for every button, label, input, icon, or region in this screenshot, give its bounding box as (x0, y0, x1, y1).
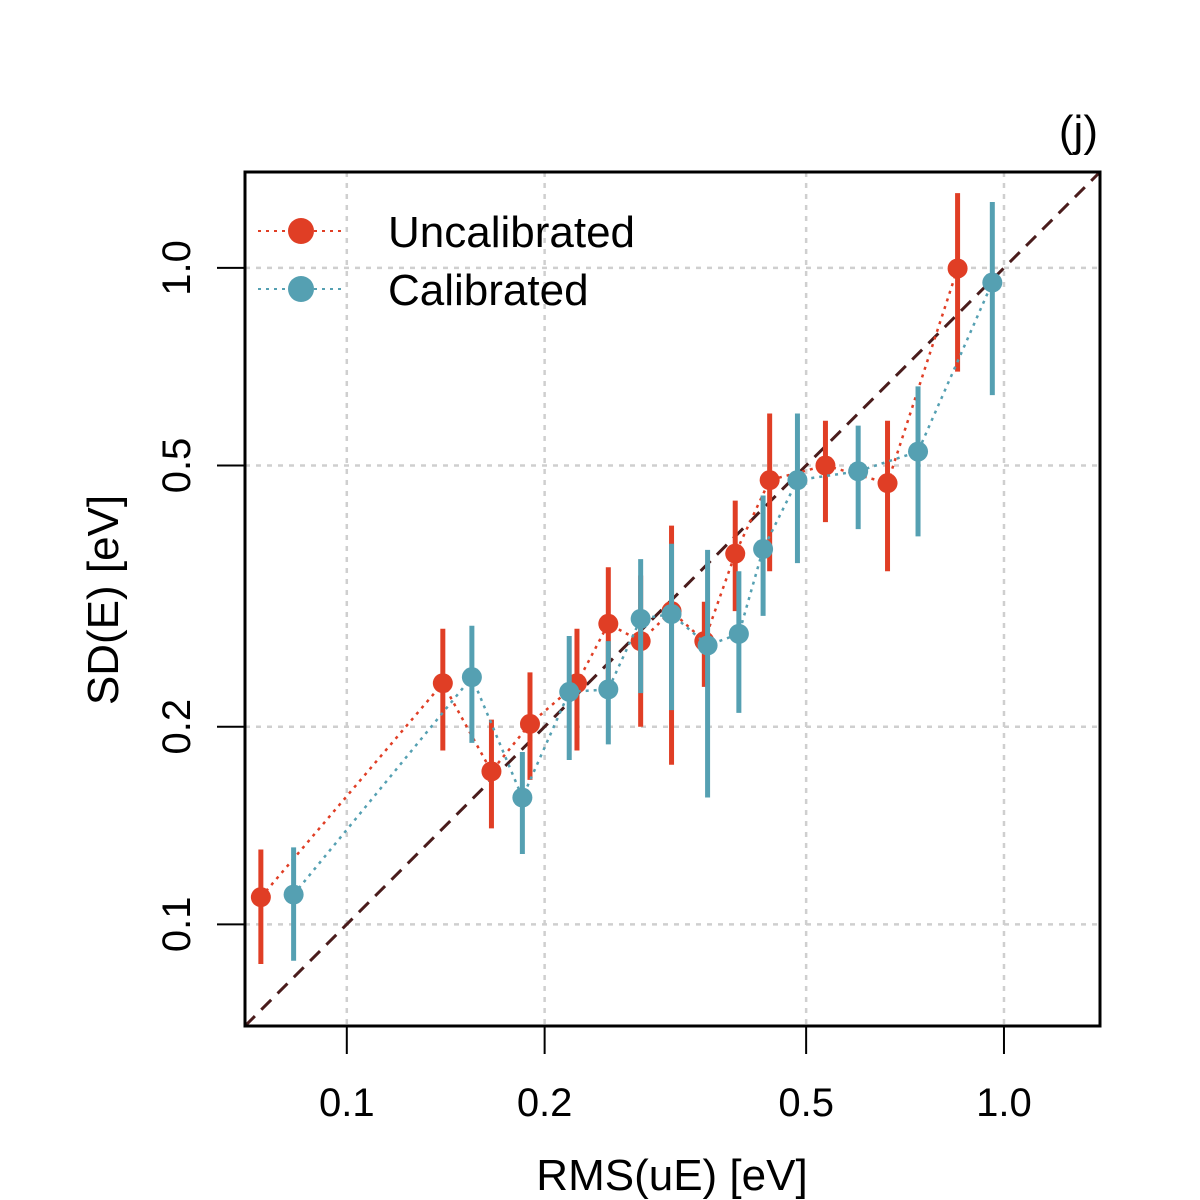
data-point-uncalibrated (432, 673, 453, 694)
data-point-uncalibrated (947, 258, 968, 279)
data-point-uncalibrated (877, 473, 898, 494)
data-point-calibrated (283, 884, 304, 905)
axes: 0.1 0.2 0.5 1.0 0.1 0.2 0.5 1.0 (155, 240, 1032, 1125)
data-point-uncalibrated (481, 761, 502, 782)
data-point-calibrated (697, 635, 718, 656)
legend-label-calibrated: Calibrated (388, 266, 589, 315)
y-tick-label: 1.0 (155, 240, 199, 296)
data-point-uncalibrated (598, 613, 619, 634)
y-tick-label: 0.1 (155, 896, 199, 952)
legend-marker-uncalibrated (288, 218, 314, 244)
data-point-uncalibrated (759, 470, 780, 491)
panel-tag: (j) (1059, 107, 1098, 156)
data-point-uncalibrated (815, 455, 836, 476)
data-point-calibrated (787, 470, 808, 491)
data-point-uncalibrated (725, 543, 746, 564)
y-tick-label: 0.5 (155, 438, 199, 494)
x-tick-label: 0.5 (778, 1081, 834, 1125)
data-point-calibrated (982, 272, 1003, 293)
legend-item-uncalibrated: Uncalibrated (258, 208, 635, 257)
data-point-calibrated (661, 604, 682, 625)
data-point-calibrated (848, 461, 869, 482)
x-tick-label: 0.2 (517, 1081, 573, 1125)
series-calibrated (283, 202, 1003, 961)
data-point-uncalibrated (250, 887, 271, 908)
legend-marker-calibrated (288, 276, 314, 302)
data-point-calibrated (630, 608, 651, 629)
data-point-calibrated (512, 787, 533, 808)
data-point-uncalibrated (519, 713, 540, 734)
y-tick-label: 0.2 (155, 699, 199, 755)
data-point-calibrated (908, 441, 929, 462)
legend: Uncalibrated Calibrated (258, 208, 635, 315)
y-axis-title: SD(E) [eV] (79, 495, 128, 705)
x-tick-label: 1.0 (976, 1081, 1032, 1125)
data-point-calibrated (753, 539, 774, 560)
data-point-calibrated (461, 667, 482, 688)
x-axis-title: RMS(uE) [eV] (536, 1151, 807, 1200)
data-point-calibrated (598, 679, 619, 700)
data-series (250, 193, 1003, 965)
x-tick-label: 0.1 (319, 1081, 375, 1125)
legend-item-calibrated: Calibrated (258, 266, 589, 315)
data-point-calibrated (728, 623, 749, 644)
data-point-calibrated (559, 681, 580, 702)
legend-label-uncalibrated: Uncalibrated (388, 208, 635, 257)
plot-frame (243, 170, 1102, 1028)
